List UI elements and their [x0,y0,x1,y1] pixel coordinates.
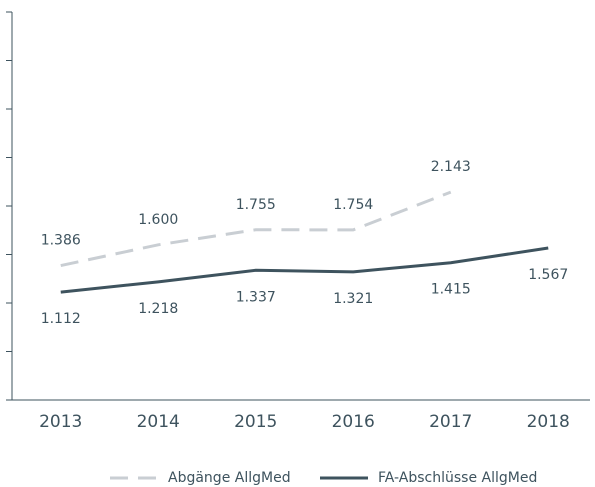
series-line [60,246,549,294]
x-tick-label: 2015 [234,412,277,432]
data-label: 1.112 [41,311,81,327]
series-line [60,190,452,268]
data-label: 1.567 [528,267,568,283]
data-label: 1.321 [333,291,373,307]
legend-label: Abgänge AllgMed [168,470,291,486]
x-tick-label: 2014 [137,412,180,432]
data-label: 1.386 [41,233,81,249]
x-tick-label: 2018 [527,412,570,432]
legend-label: FA-Abschlüsse AllgMed [378,470,537,486]
x-tick-label: 2017 [429,412,472,432]
data-label: 1.600 [138,212,178,228]
data-label: 1.754 [333,197,373,213]
x-tick-label: 2016 [332,412,375,432]
data-label: 1.415 [431,282,471,298]
x-tick-label: 2013 [39,412,82,432]
data-label: 1.755 [236,197,276,213]
data-label: 2.143 [431,159,471,175]
data-label: 1.218 [138,301,178,317]
data-label: 1.337 [236,289,276,305]
